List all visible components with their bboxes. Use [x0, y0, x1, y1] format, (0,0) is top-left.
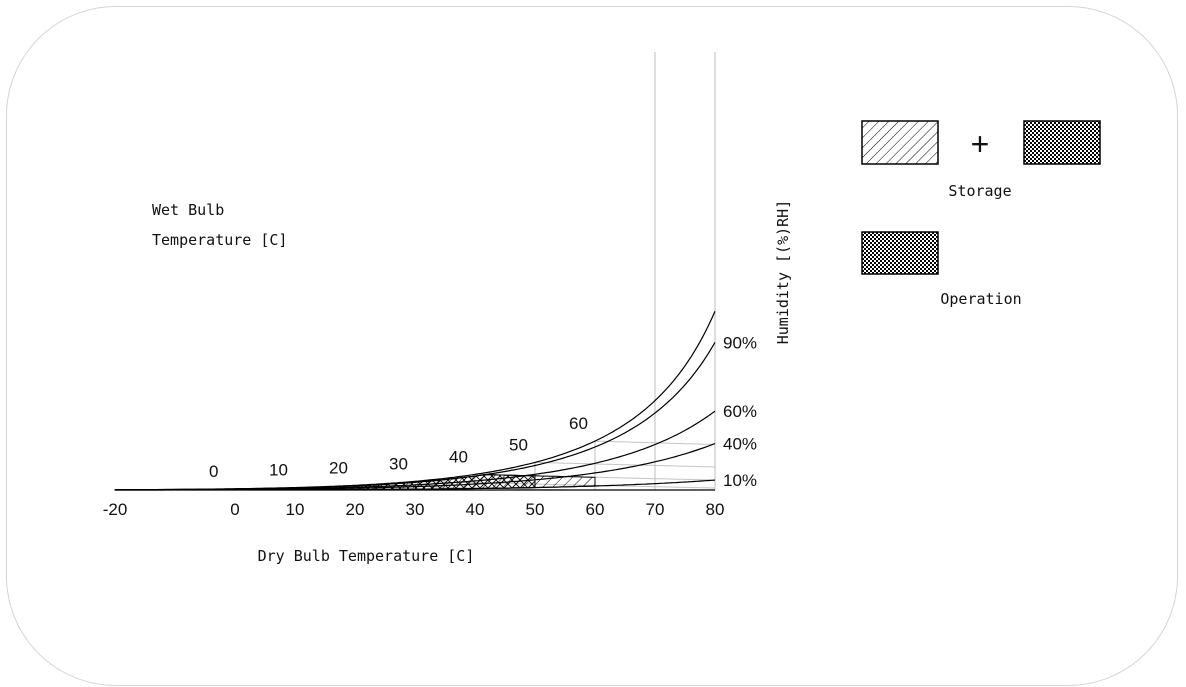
x-tick-label: 20: [346, 500, 365, 519]
x-tick-label: 50: [526, 500, 545, 519]
legend-storage-swatch: [861, 120, 939, 165]
wet-bulb-label: 20: [329, 458, 348, 477]
rounded-frame: [6, 6, 1178, 686]
wet-bulb-title-line2: Temperature [C]: [152, 231, 287, 249]
wet-bulb-title-line1: Wet Bulb: [152, 201, 224, 219]
wet-bulb-line: [594, 440, 716, 445]
rh-label: 90%: [723, 333, 757, 352]
x-tick-label: -20: [103, 500, 128, 519]
x-tick-label: 30: [406, 500, 425, 519]
grid: [234, 52, 716, 491]
rh-label: 40%: [723, 435, 757, 454]
rh-label: 60%: [723, 402, 757, 421]
rh-curves: [114, 310, 716, 491]
x-axis-title: Dry Bulb Temperature [C]: [258, 547, 475, 565]
legend-operation-label: Operation: [940, 290, 1021, 308]
x-tick-label: 10: [286, 500, 305, 519]
wet-bulb-label: 30: [389, 454, 408, 473]
legend-storage-label: Storage: [948, 182, 1011, 200]
wet-bulb-label: 10: [269, 461, 288, 480]
legend-plus: +: [971, 126, 990, 162]
legend-operation-swatch-b: [861, 231, 939, 275]
wet-bulb-labels: 0 10 20 30 40 50 60: [209, 414, 588, 481]
rh-curve-100: [114, 310, 716, 491]
legend: + Storage Operation: [861, 120, 1101, 308]
wet-bulb-label: 50: [509, 435, 528, 454]
wet-bulb-label: 60: [569, 414, 588, 433]
x-tick-label: 60: [586, 500, 605, 519]
wet-bulb-label: 40: [449, 447, 468, 466]
x-tick-label: 0: [230, 500, 239, 519]
x-tick-label: 80: [706, 500, 725, 519]
rh-labels: 10% 40% 60% 90%: [723, 333, 757, 490]
wet-bulb-label: 0: [209, 462, 218, 481]
x-tick-label: 70: [646, 500, 665, 519]
rh-label: 10%: [723, 471, 757, 490]
x-tick-labels: -20 0 10 20 30 40 50 60 70 80: [103, 500, 725, 519]
legend-operation-swatch-a: [1023, 120, 1101, 165]
wet-bulb-line: [534, 461, 716, 468]
y-axis-title: Humidity [(%)RH]: [774, 200, 792, 345]
x-tick-label: 40: [466, 500, 485, 519]
